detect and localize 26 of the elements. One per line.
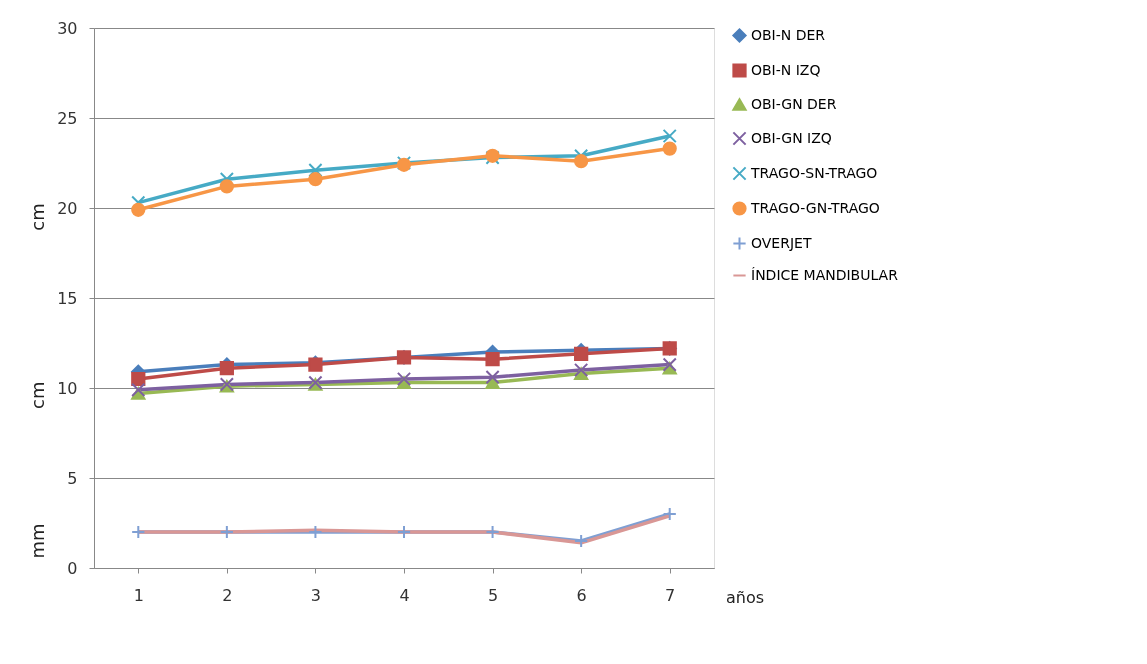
y-tick-label: 30 xyxy=(57,18,78,38)
y-tick-label: 0 xyxy=(67,558,78,578)
y-tick-label: 20 xyxy=(57,198,78,218)
x-tick-label: 2 xyxy=(222,585,233,605)
legend-label: OBI-GN DER xyxy=(751,95,837,112)
legend-label: TRAGO-GN-TRAGO xyxy=(750,199,880,216)
text: cm xyxy=(27,203,48,231)
y-tick-label: 10 xyxy=(57,378,78,398)
y-tick-label: 5 xyxy=(67,468,78,488)
text: cm xyxy=(27,381,48,409)
x-axis-title: años xyxy=(726,588,765,607)
y-tick-label: 15 xyxy=(57,288,78,308)
x-tick-label: 6 xyxy=(576,585,587,605)
y-tick-label: 25 xyxy=(57,108,78,128)
legend-label: TRAGO-SN-TRAGO xyxy=(750,164,878,181)
legend-label: ÍNDICE MANDIBULAR xyxy=(751,266,899,283)
legend-label: OBI-N DER xyxy=(751,26,826,43)
x-tick-label: 3 xyxy=(310,585,322,605)
x-tick-label: 4 xyxy=(399,585,410,605)
text: mm xyxy=(27,523,48,559)
legend-label: OBI-N IZQ xyxy=(751,61,821,78)
x-tick-label: 1 xyxy=(133,585,144,605)
x-tick-label: 5 xyxy=(487,585,499,605)
legend-label: OVERJET xyxy=(751,234,812,251)
x-tick-label: 7 xyxy=(665,585,676,605)
legend-label: OBI-GN IZQ xyxy=(751,129,832,146)
